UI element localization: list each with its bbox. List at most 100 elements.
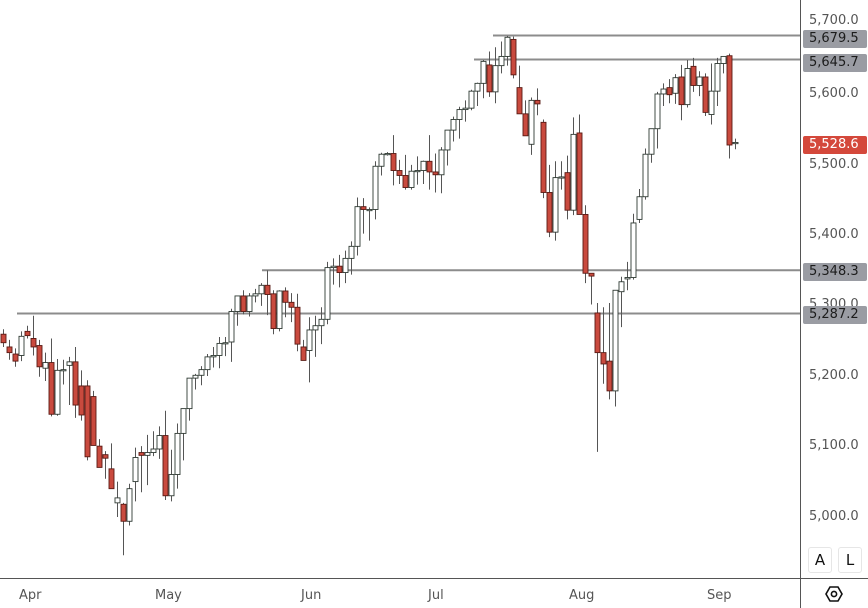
candle [468,89,475,111]
candle [174,423,181,489]
candle [138,446,145,493]
candle [462,100,469,122]
candle [732,138,739,150]
candle [72,346,79,418]
candle [84,380,91,461]
candle [222,337,229,357]
candle [234,295,241,326]
candle [36,339,43,377]
candle [186,377,193,421]
candle [282,287,289,318]
candle [594,303,601,452]
candle [336,254,343,288]
level-price-badge: 5,287.2 [803,306,867,324]
candle [324,261,331,325]
candle [96,439,103,468]
candle [480,59,487,99]
level-price-badge: 5,348.3 [803,263,867,281]
candle [504,35,511,66]
candle [246,293,253,317]
candle [318,307,325,345]
candle [432,153,439,193]
candle [102,451,109,479]
candle [156,426,163,459]
level-price-badge: 5,645.7 [803,54,867,72]
price-tick-label: 5,700.0 [809,13,859,28]
candle [624,261,631,291]
candle [228,308,235,362]
candle [66,356,73,406]
candle [690,57,697,92]
candle [114,481,121,518]
candle [702,73,709,116]
candle [204,354,211,377]
candlestick-chart [0,34,800,556]
candle [384,152,391,156]
candle [90,390,97,446]
candle [24,325,31,339]
candle [630,213,637,280]
candle [714,57,721,107]
candle [270,290,277,335]
time-tick-label: Jun [301,588,322,603]
time-tick-label: Apr [19,588,42,603]
candle [6,339,13,360]
candle [18,331,25,362]
candle [360,198,367,234]
candle [150,431,157,457]
candle [414,156,421,185]
candle [120,502,127,556]
candle [666,79,673,104]
candle [288,293,295,323]
candle [726,53,733,159]
candle [510,36,517,79]
candle [606,303,613,400]
price-axis[interactable]: 5,700.0 5,600.0 5,500.0 5,400.0 5,300.0 5,200… [800,0,868,578]
candle [534,88,541,116]
candle [180,408,187,461]
candle [276,290,283,332]
candle [636,188,643,223]
candle [108,443,115,490]
auto-scale-button[interactable]: A [808,547,832,573]
candle [378,152,385,176]
last-price-badge: 5,528.6 [803,136,867,154]
price-tick-label: 5,200.0 [809,368,859,383]
candle [312,315,319,357]
candle [426,135,433,190]
candle [564,155,571,220]
candle [708,63,715,125]
candle [252,288,259,303]
candle [444,129,451,166]
candle [588,272,595,305]
candle [582,205,589,284]
chart-plot-area[interactable] [0,0,800,578]
candle [720,55,727,74]
candle [144,434,151,486]
candle [372,161,379,220]
candle [258,283,265,306]
candle [300,339,307,361]
candle [486,51,493,97]
settings-icon[interactable] [824,584,844,608]
candle [330,258,337,285]
candle [522,100,529,137]
candle [366,207,373,241]
candle [294,293,301,352]
candle [516,65,523,115]
candle [198,366,205,386]
candle [54,359,61,416]
candle [648,128,655,163]
candle [456,106,463,139]
time-tick-label: Aug [569,588,595,603]
candle [264,270,271,316]
price-tick-label: 5,100.0 [809,438,859,453]
candle [642,148,649,200]
price-tick-label: 5,500.0 [809,157,859,172]
log-scale-button[interactable]: L [838,547,862,573]
candle [660,83,667,107]
time-tick-label: May [155,588,182,603]
time-axis[interactable]: Apr May Jun Jul Aug Sep [0,578,800,608]
candle [474,82,481,107]
candle [684,59,691,108]
